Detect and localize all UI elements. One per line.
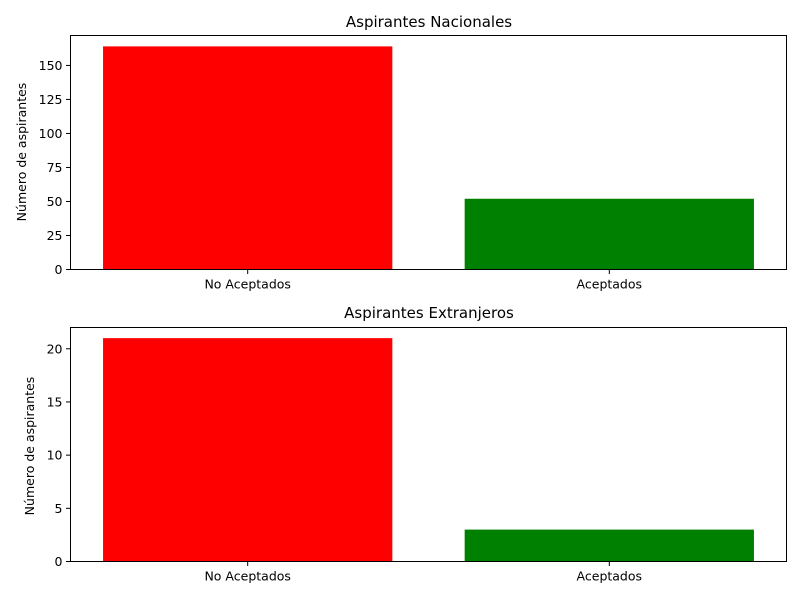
x-axis: No Aceptados Aceptados xyxy=(204,269,643,292)
y-tick-label: 75 xyxy=(47,160,63,175)
y-tick-label: 10 xyxy=(47,448,63,463)
bar-no-aceptados xyxy=(103,46,393,270)
y-axis-label: Número de aspirantes xyxy=(14,83,29,222)
bar-group xyxy=(103,338,754,562)
x-tick-label: Aceptados xyxy=(577,569,643,584)
x-tick-label: No Aceptados xyxy=(204,277,290,292)
y-tick-label: 50 xyxy=(47,194,63,209)
y-tick-label: 125 xyxy=(39,92,63,107)
y-tick-label: 0 xyxy=(55,262,63,277)
chart-title: Aspirantes Nacionales xyxy=(346,13,512,31)
y-tick-label: 25 xyxy=(47,228,63,243)
y-axis-label: Número de aspirantes xyxy=(22,377,37,516)
y-axis: 0 25 50 75 100 125 150 xyxy=(39,58,71,277)
bar-aceptados xyxy=(464,198,754,270)
bar-group xyxy=(103,46,754,270)
y-tick-label: 150 xyxy=(39,58,63,73)
bar-no-aceptados xyxy=(103,338,393,562)
x-tick-label: No Aceptados xyxy=(204,569,290,584)
y-tick-label: 5 xyxy=(55,501,63,516)
chart-nacionales: Aspirantes Nacionales Número de aspirant… xyxy=(14,13,787,292)
plot-frame xyxy=(70,327,787,562)
x-axis: No Aceptados Aceptados xyxy=(204,561,643,584)
x-tick-label: Aceptados xyxy=(577,277,643,292)
chart-title: Aspirantes Extranjeros xyxy=(344,304,514,322)
bar-aceptados xyxy=(464,529,754,562)
y-tick-label: 20 xyxy=(47,341,63,356)
y-tick-label: 100 xyxy=(39,126,63,141)
chart-extranjeros: Aspirantes Extranjeros Número de aspiran… xyxy=(22,304,787,584)
y-axis: 0 5 10 15 20 xyxy=(47,341,71,569)
y-tick-label: 0 xyxy=(55,554,63,569)
y-tick-label: 15 xyxy=(47,394,63,409)
plot-frame xyxy=(70,35,787,270)
